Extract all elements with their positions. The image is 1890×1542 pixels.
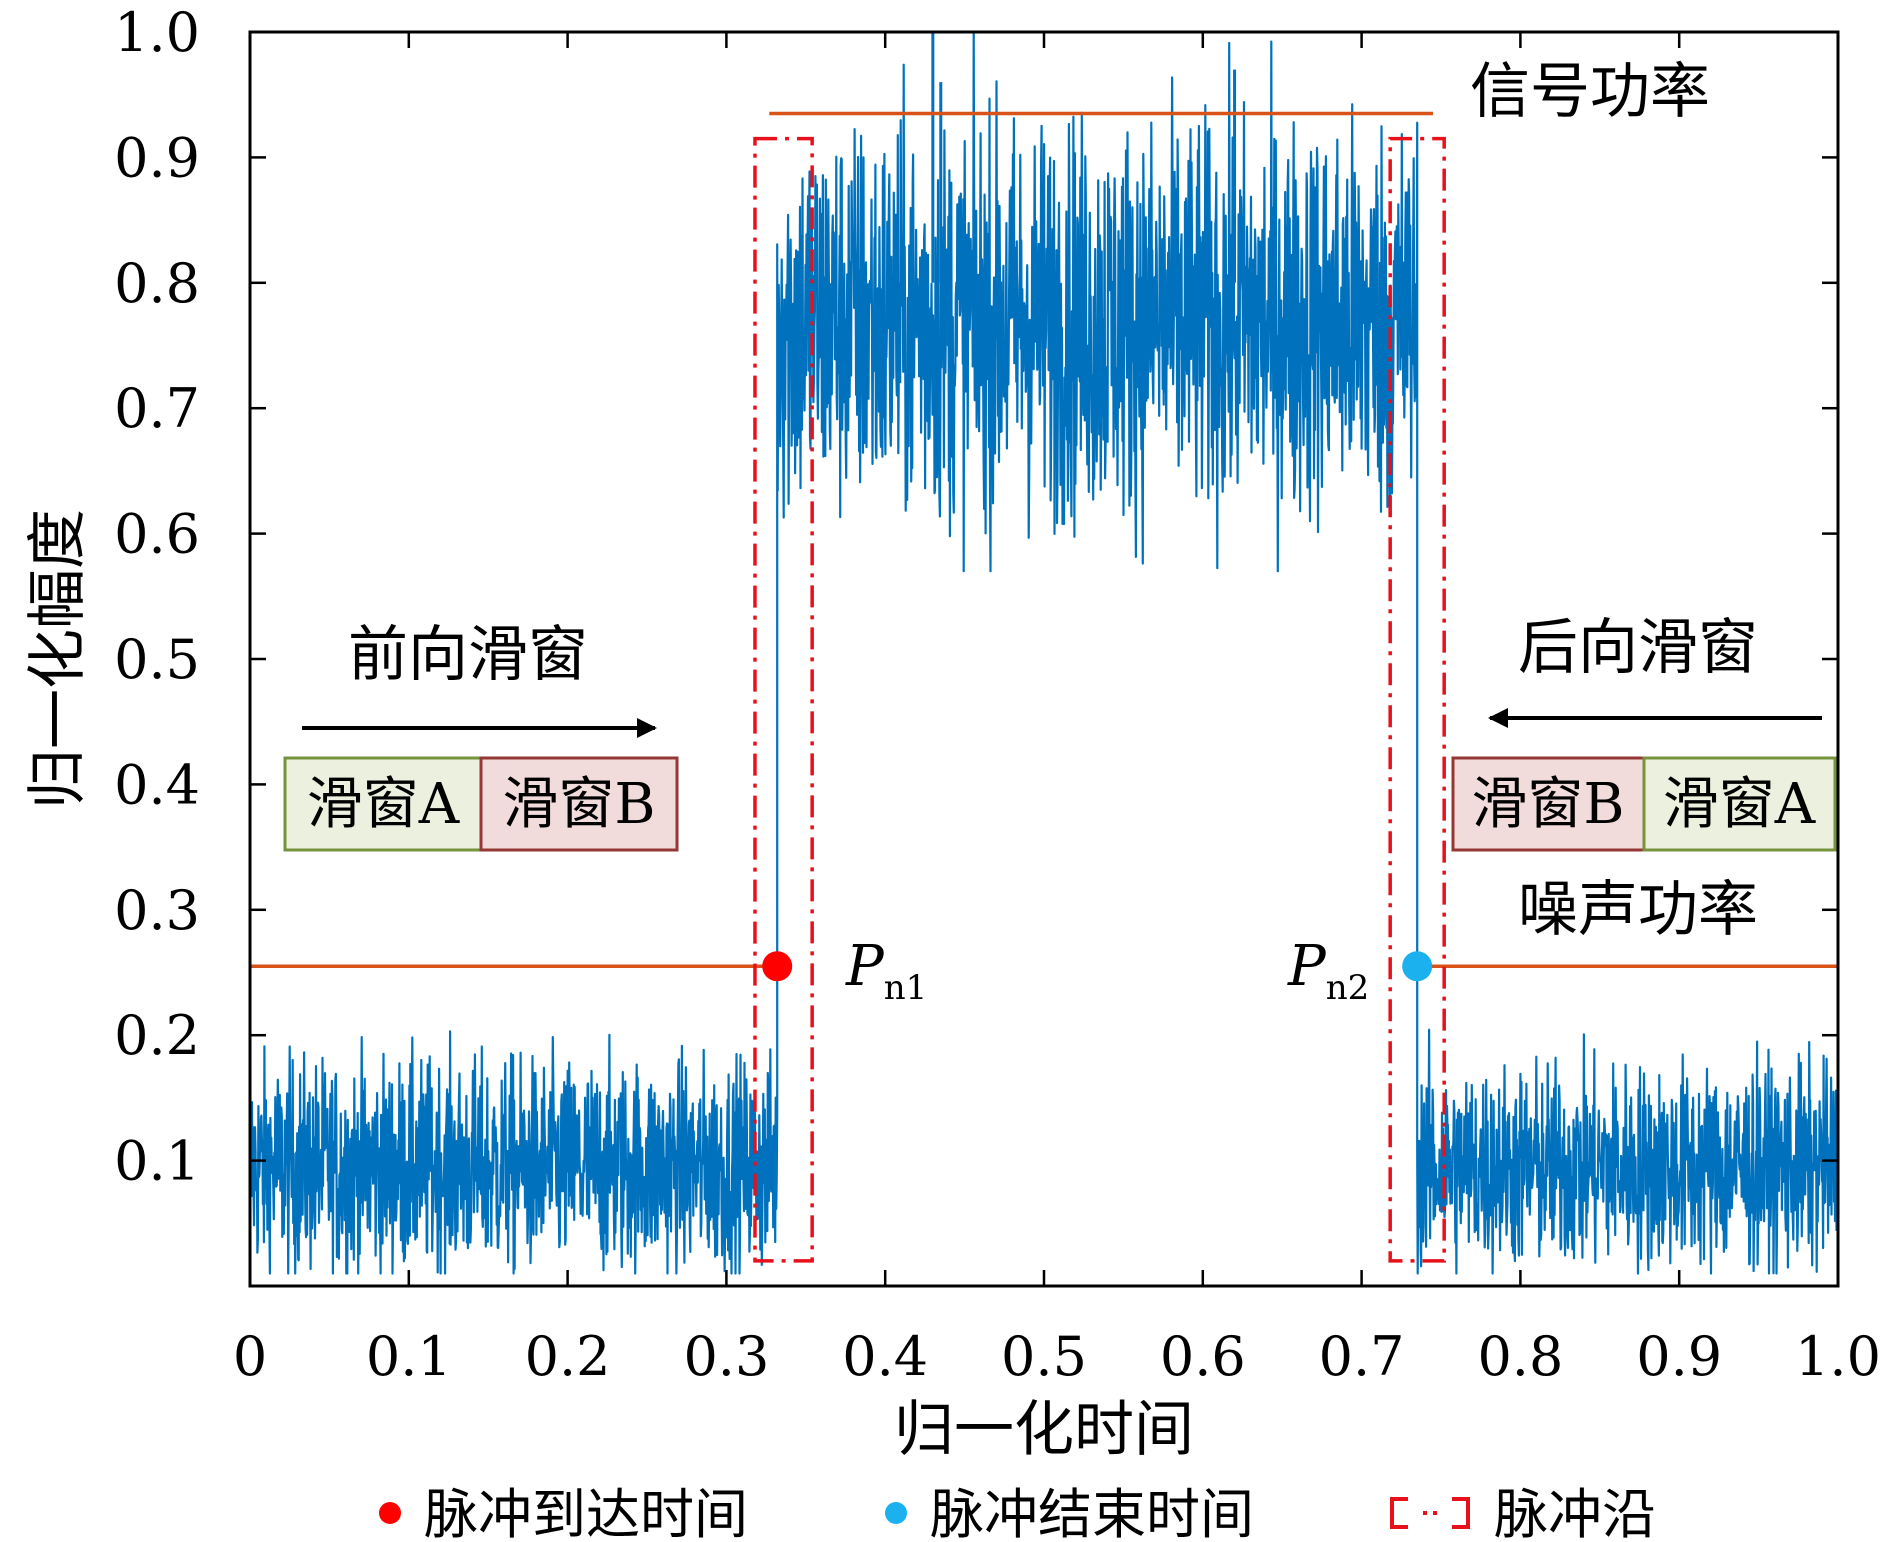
x-tick-label: 0.5 <box>1001 1325 1087 1388</box>
legend-end-marker <box>885 1502 907 1524</box>
pulse-edge-box <box>753 136 814 1263</box>
x-tick-label: 0.7 <box>1319 1325 1405 1388</box>
y-tick-label: 1.0 <box>114 1 200 64</box>
backward-window-label: 后向滑窗 <box>1518 613 1758 683</box>
x-tick-label: 0.6 <box>1160 1325 1246 1388</box>
window-a-box-right <box>1642 756 1837 852</box>
window-a-box-left <box>283 756 483 852</box>
signal-line <box>250 32 1838 1275</box>
window-b-text-left: 滑窗B <box>502 772 655 837</box>
legend-end-label: 脉冲结束时间 <box>930 1483 1254 1542</box>
x-axis-title: 归一化时间 <box>894 1395 1194 1465</box>
pulse-points <box>762 951 1433 982</box>
y-tick-label: 0.1 <box>114 1130 200 1193</box>
x-tick-label: 0.8 <box>1477 1325 1563 1388</box>
window-b-box-left <box>479 756 679 852</box>
x-tick-label: 0.2 <box>525 1325 611 1388</box>
window-a-text-left: 滑窗A <box>307 772 460 837</box>
legend-arrival-label: 脉冲到达时间 <box>424 1483 748 1542</box>
y-tick-label: 0.4 <box>114 753 200 816</box>
pulse-edge-boxes <box>753 136 1446 1263</box>
pn1-label: Pn1 <box>845 934 927 1008</box>
x-tick-label: 0.4 <box>842 1325 928 1388</box>
y-tick-label: 0.3 <box>114 879 200 942</box>
y-tick-label: 0.9 <box>114 126 200 189</box>
y-tick-label: 0.8 <box>114 252 200 315</box>
noise-power-label: 噪声功率 <box>1518 875 1758 945</box>
x-tick-label: 0.9 <box>1636 1325 1722 1388</box>
window-b-box-right <box>1451 756 1646 852</box>
forward-window-label: 前向滑窗 <box>348 620 588 690</box>
legend-edge-label: 脉冲沿 <box>1494 1483 1656 1542</box>
pulse-point-marker <box>1402 951 1433 982</box>
y-tick-label: 0.2 <box>114 1004 200 1067</box>
signal-series <box>250 32 1838 1275</box>
legend-edge-marker <box>1390 1497 1470 1529</box>
legend-arrival-marker <box>379 1502 401 1524</box>
legend: 脉冲到达时间 脉冲结束时间 脉冲沿 <box>379 1483 1656 1542</box>
window-b-text-right: 滑窗B <box>1471 772 1624 837</box>
y-tick-label: 0.7 <box>114 377 200 440</box>
axis-ticks: 0 0.1 0.2 0.3 0.4 0.5 0.6 0.7 0.8 0.9 1.0 0.1 0.2 0.3… <box>114 1 1881 1388</box>
power-lines <box>250 111 1838 968</box>
y-tick-label: 0.6 <box>114 503 200 566</box>
y-tick-label: 0.5 <box>114 628 200 691</box>
pulse-point-marker <box>762 951 793 982</box>
window-a-text-right: 滑窗A <box>1663 772 1816 837</box>
x-tick-label: 0 <box>233 1325 267 1388</box>
y-axis-title: 归一化幅度 <box>23 509 93 809</box>
x-tick-label: 1.0 <box>1795 1325 1881 1388</box>
signal-power-label: 信号功率 <box>1470 57 1710 127</box>
pn2-label: Pn2 <box>1287 934 1369 1008</box>
x-tick-label: 0.1 <box>366 1325 452 1388</box>
x-tick-label: 0.3 <box>683 1325 769 1388</box>
